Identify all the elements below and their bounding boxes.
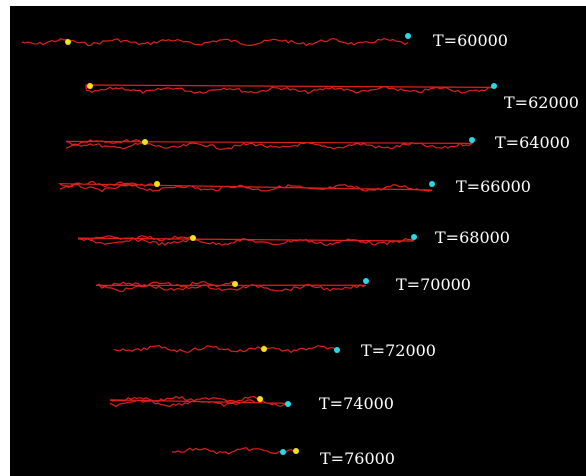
chain-end-marker-cyan-3 <box>429 181 435 187</box>
chain-end-marker-yellow-5 <box>232 281 238 287</box>
time-label-68000: T=68000 <box>435 228 510 247</box>
chain-end-marker-yellow-4 <box>190 235 196 241</box>
time-label-64000: T=64000 <box>495 133 570 152</box>
chain-end-marker-cyan-4 <box>411 234 417 240</box>
chain-snapshot-2 <box>65 139 474 150</box>
chain-end-marker-yellow-2 <box>142 139 148 145</box>
chain-snapshot-7 <box>109 395 291 408</box>
polymer-snapshots-panel: T=60000 T=62000 T=64000 T=66000 T=68000 … <box>10 6 586 476</box>
chain-snapshot-5 <box>95 281 367 293</box>
chain-snapshot-4 <box>77 235 415 247</box>
chain-end-marker-cyan-6 <box>334 347 340 353</box>
chain-end-marker-yellow-1 <box>87 83 93 89</box>
time-label-76000: T=76000 <box>320 449 395 468</box>
chain-end-marker-cyan-1 <box>491 83 497 89</box>
chain-end-marker-yellow-7 <box>257 396 263 402</box>
time-label-66000: T=66000 <box>456 177 531 196</box>
time-label-70000: T=70000 <box>396 275 471 294</box>
time-label-72000: T=72000 <box>361 341 436 360</box>
chain-snapshot-1 <box>85 82 495 95</box>
chain-end-marker-yellow-6 <box>261 346 267 352</box>
chain-snapshot-6 <box>113 344 337 354</box>
time-label-74000: T=74000 <box>319 394 394 413</box>
chain-snapshot-0 <box>21 37 409 47</box>
chain-end-marker-yellow-8 <box>293 448 299 454</box>
chain-end-marker-cyan-0 <box>405 33 411 39</box>
chain-end-marker-yellow-3 <box>154 181 160 187</box>
chain-end-marker-yellow-0 <box>65 39 71 45</box>
chain-snapshot-3 <box>58 180 433 193</box>
snapshot-stack: T=60000 T=62000 T=64000 T=66000 T=68000 … <box>21 31 579 468</box>
time-label-62000: T=62000 <box>504 93 579 112</box>
chain-end-marker-cyan-5 <box>363 278 369 284</box>
time-label-60000: T=60000 <box>433 31 508 50</box>
chain-end-marker-cyan-8 <box>280 449 286 455</box>
chain-snapshot-8 <box>171 447 295 455</box>
chain-end-marker-cyan-2 <box>469 137 475 143</box>
chain-end-marker-cyan-7 <box>285 401 291 407</box>
